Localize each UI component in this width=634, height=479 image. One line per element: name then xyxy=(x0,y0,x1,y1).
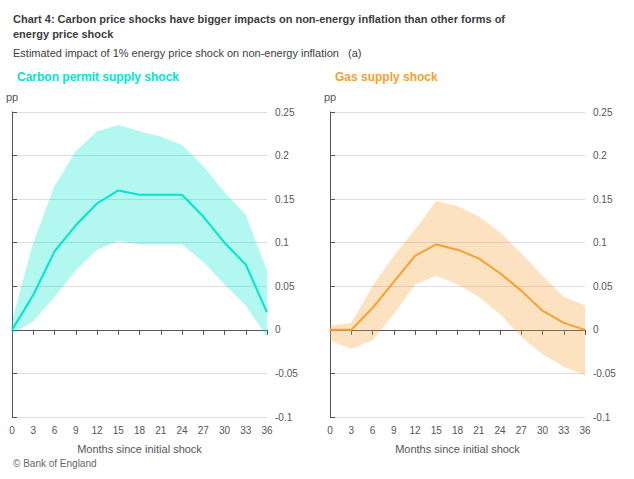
svg-text:30: 30 xyxy=(537,425,549,436)
svg-text:24: 24 xyxy=(176,425,188,436)
svg-text:36: 36 xyxy=(261,425,273,436)
svg-text:Estimated impact of 1% energy: Estimated impact of 1% energy price shoc… xyxy=(13,47,362,59)
svg-text:9: 9 xyxy=(73,425,79,436)
svg-text:30: 30 xyxy=(219,425,231,436)
svg-text:Carbon permit supply shock: Carbon permit supply shock xyxy=(17,70,179,84)
svg-text:3: 3 xyxy=(30,425,36,436)
svg-text:0.05: 0.05 xyxy=(593,281,613,292)
svg-text:0.25: 0.25 xyxy=(593,107,613,118)
svg-text:15: 15 xyxy=(113,425,125,436)
svg-text:0: 0 xyxy=(593,324,599,335)
svg-text:-0.05: -0.05 xyxy=(275,368,298,379)
svg-text:3: 3 xyxy=(348,425,354,436)
svg-text:27: 27 xyxy=(198,425,210,436)
svg-text:33: 33 xyxy=(558,425,570,436)
svg-text:0.1: 0.1 xyxy=(275,237,289,248)
svg-text:0.2: 0.2 xyxy=(275,150,289,161)
svg-text:0.2: 0.2 xyxy=(593,150,607,161)
svg-text:Months since initial shock: Months since initial shock xyxy=(395,443,520,455)
svg-text:27: 27 xyxy=(516,425,528,436)
svg-text:33: 33 xyxy=(240,425,252,436)
svg-text:-0.1: -0.1 xyxy=(593,412,611,423)
svg-text:pp: pp xyxy=(6,91,18,103)
svg-text:-0.05: -0.05 xyxy=(593,368,616,379)
svg-text:12: 12 xyxy=(409,425,421,436)
svg-text:Gas supply shock: Gas supply shock xyxy=(335,70,438,84)
svg-text:21: 21 xyxy=(155,425,167,436)
svg-text:0: 0 xyxy=(327,425,333,436)
svg-text:6: 6 xyxy=(370,425,376,436)
svg-text:36: 36 xyxy=(579,425,591,436)
svg-text:Months since initial shock: Months since initial shock xyxy=(77,443,202,455)
svg-text:energy price shock: energy price shock xyxy=(13,28,114,40)
svg-text:Chart 4: Carbon price shocks h: Chart 4: Carbon price shocks have bigger… xyxy=(13,13,505,25)
svg-text:© Bank of England: © Bank of England xyxy=(13,458,97,469)
svg-text:12: 12 xyxy=(91,425,103,436)
svg-text:18: 18 xyxy=(452,425,464,436)
svg-text:pp: pp xyxy=(324,91,336,103)
svg-text:21: 21 xyxy=(473,425,485,436)
svg-text:0: 0 xyxy=(9,425,15,436)
svg-text:0.1: 0.1 xyxy=(593,237,607,248)
svg-text:0.15: 0.15 xyxy=(275,194,295,205)
svg-text:6: 6 xyxy=(52,425,58,436)
svg-text:0.15: 0.15 xyxy=(593,194,613,205)
svg-text:0.05: 0.05 xyxy=(275,281,295,292)
svg-text:18: 18 xyxy=(134,425,146,436)
svg-text:24: 24 xyxy=(494,425,506,436)
svg-text:0: 0 xyxy=(275,324,281,335)
svg-text:-0.1: -0.1 xyxy=(275,412,293,423)
svg-text:15: 15 xyxy=(431,425,443,436)
svg-text:0.25: 0.25 xyxy=(275,107,295,118)
svg-text:9: 9 xyxy=(391,425,397,436)
